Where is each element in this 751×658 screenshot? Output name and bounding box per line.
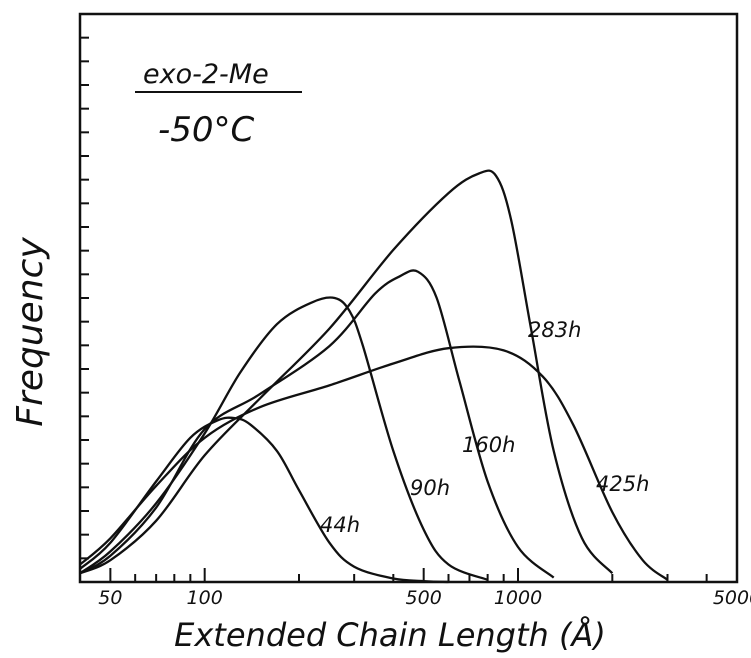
series-label-283h: 283h — [528, 318, 581, 342]
x-tick-label: 500 — [406, 587, 442, 609]
x-tick-label: 50 — [98, 587, 122, 609]
series-labels: 44h 90h 160h 283h 425h — [320, 318, 649, 537]
series-label-425h: 425h — [596, 472, 649, 496]
series-label-44h: 44h — [320, 513, 360, 537]
chart-title: exo-2-Me — [143, 59, 269, 90]
x-tick-label: 1000 — [494, 587, 542, 609]
x-tick-label: 5000 — [713, 587, 751, 609]
y-axis-label: Frequency — [10, 237, 51, 427]
x-tick-label: 100 — [187, 587, 223, 609]
series-line-160h — [79, 269, 555, 579]
series-curves — [79, 169, 669, 584]
series-label-160h: 160h — [462, 433, 515, 457]
series-line-283h — [79, 169, 614, 575]
chart-subtitle: -50°C — [158, 110, 255, 150]
y-axis-ticks — [80, 36, 89, 560]
series-line-90h — [79, 296, 489, 581]
x-axis-ticks: 50 100 500 1000 5000 — [79, 568, 751, 609]
series-line-44h — [79, 416, 449, 584]
x-axis-label: Extended Chain Length (Å) — [174, 616, 606, 654]
series-line-425h — [79, 345, 669, 581]
series-label-90h: 90h — [410, 476, 450, 500]
